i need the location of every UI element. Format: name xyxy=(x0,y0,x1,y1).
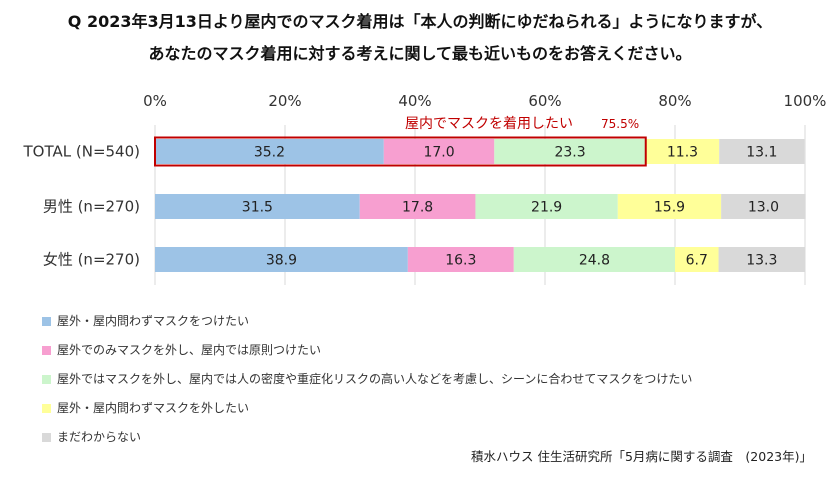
legend-swatch xyxy=(42,433,51,442)
category-label: 男性 (n=270) xyxy=(43,198,140,216)
legend-item: 屋外ではマスクを外し、屋内では人の密度や重症化リスクの高い人などを考慮し、シーン… xyxy=(42,372,692,386)
bar-segment xyxy=(494,139,646,164)
category-label: TOTAL (N=540) xyxy=(23,143,140,161)
legend-swatch xyxy=(42,346,51,355)
annotation-label: 屋内でマスクを着用したい xyxy=(405,116,573,132)
stacked-bar-chart: 0% 20% 40% 60% 80% 100% TOTAL (N=540) 35.2 17.0 2… xyxy=(23,92,827,285)
data-label: 17.0 xyxy=(423,145,454,161)
legend-label: 屋外・屋内問わずマスクを外したい xyxy=(57,401,250,415)
legend-label: 屋外ではマスクを外し、屋内では人の密度や重症化リスクの高い人などを考慮し、シーン… xyxy=(57,372,693,386)
legend-item: 屋外・屋内問わずマスクを外したい xyxy=(42,401,249,415)
data-label: 35.2 xyxy=(254,145,285,161)
data-label: 38.9 xyxy=(266,253,297,269)
legend-swatch xyxy=(42,404,51,413)
legend-item: 屋外でのみマスクを外し、屋内では原則つけたい xyxy=(42,343,321,357)
legend-item: 屋外・屋内問わずマスクをつけたい xyxy=(42,314,249,328)
x-tick-label: 80% xyxy=(658,92,691,110)
legend-label: 屋外でのみマスクを外し、屋内では原則つけたい xyxy=(57,343,322,357)
data-label: 13.0 xyxy=(748,200,779,216)
bar-segment xyxy=(155,194,360,219)
chart-title-line-1: Q 2023年3月13日より屋内でのマスク着用は「本人の判断にゆだねられる」よう… xyxy=(67,12,773,31)
chart-title-line-2: あなたのマスク着用に対する考えに関して最も近いものをお答えください。 xyxy=(148,44,692,63)
legend-swatch xyxy=(42,375,51,384)
bar-segment xyxy=(513,247,675,272)
data-label: 6.7 xyxy=(686,253,708,269)
data-label: 16.3 xyxy=(445,253,476,269)
bar-segment xyxy=(475,194,618,219)
data-label: 11.3 xyxy=(667,145,698,161)
data-label: 23.3 xyxy=(554,145,585,161)
bar-segment xyxy=(645,139,720,164)
x-tick-label: 100% xyxy=(784,92,827,110)
bar-segment xyxy=(719,139,805,164)
bar-segment xyxy=(675,247,719,272)
bar-segment xyxy=(721,194,806,219)
legend-label: 屋外・屋内問わずマスクをつけたい xyxy=(57,314,250,328)
bar-segment xyxy=(155,247,408,272)
x-tick-label: 40% xyxy=(398,92,431,110)
bar-segment xyxy=(617,194,722,219)
annotation-value: 75.5% xyxy=(601,117,639,131)
category-label: 女性 (n=270) xyxy=(43,251,140,269)
x-tick-label: 20% xyxy=(268,92,301,110)
data-label: 21.9 xyxy=(531,200,562,216)
data-label: 13.3 xyxy=(746,253,777,269)
data-label: 31.5 xyxy=(242,200,273,216)
highlight-box xyxy=(154,136,647,167)
data-label: 15.9 xyxy=(654,200,685,216)
bar-segment xyxy=(155,139,384,164)
bar-segment xyxy=(383,139,495,164)
x-tick-label: 60% xyxy=(528,92,561,110)
bar-segment xyxy=(407,247,514,272)
bar-segment xyxy=(718,247,805,272)
data-label: 24.8 xyxy=(579,253,610,269)
legend-item: まだわからない xyxy=(42,430,141,444)
data-label: 13.1 xyxy=(746,145,777,161)
source-note: 積水ハウス 住生活研究所「5月病に関する調査 (2023年)」 xyxy=(471,449,812,464)
legend-swatch xyxy=(42,317,51,326)
legend-label: まだわからない xyxy=(57,430,142,444)
data-label: 17.8 xyxy=(402,200,433,216)
bar-segment xyxy=(359,194,476,219)
x-tick-label: 0% xyxy=(143,92,167,110)
